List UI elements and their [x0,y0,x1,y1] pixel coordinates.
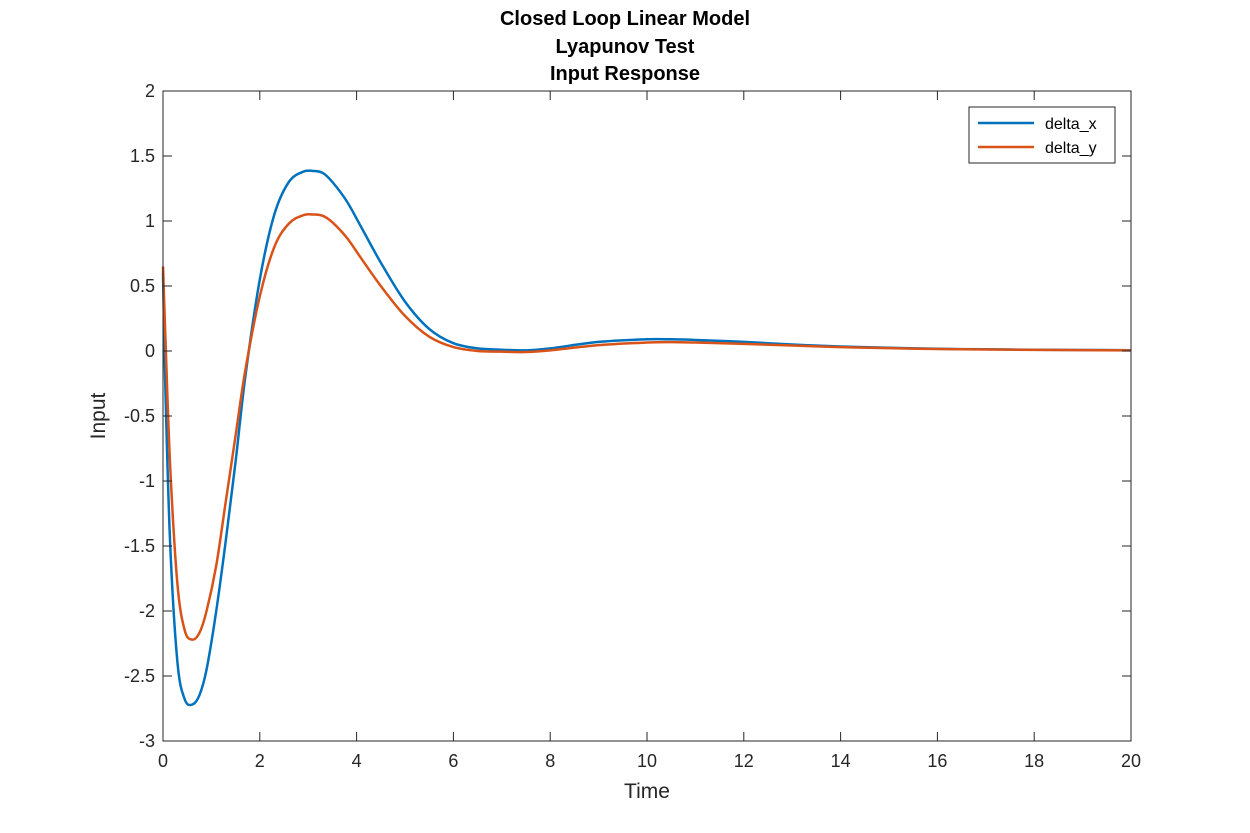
y-tick-label: -1.5 [124,536,155,556]
x-tick-label: 10 [637,751,657,771]
y-axis-label: Input [87,392,110,439]
x-tick-label: 6 [448,751,458,771]
y-tick-label: 1.5 [130,146,155,166]
x-tick-label: 4 [352,751,362,771]
x-tick-label: 2 [255,751,265,771]
legend-entry-label: delta_x [1045,116,1097,133]
series-line-delta-y [161,212,1132,641]
chart-title-line-2: Lyapunov Test [555,36,695,58]
y-tick-label: 1 [145,211,155,231]
y-tick-label: -2.5 [124,666,155,686]
ticks-layer: 0 2 4 6 8 10 12 14 16 18 20-3-2.5-2-1.5-1-0.500.51… [124,81,1141,771]
y-tick-label: -1 [139,471,155,491]
y-tick-label: -3 [139,731,155,751]
y-tick-label: 0 [145,341,155,361]
plot-frame [162,90,1132,742]
x-axis-label: Time [624,780,670,803]
series-layer [161,169,1132,707]
x-tick-label: 8 [545,751,555,771]
x-tick-label: 14 [831,751,851,771]
chart-title-line-1: Closed Loop Linear Model [499,8,750,30]
legend: delta_x delta_y [968,106,1116,164]
y-tick-label: 0.5 [130,276,155,296]
x-tick-label: 20 [1121,751,1141,771]
chart-title-line-3: Input Response [549,63,700,85]
y-tick-label: -2 [139,601,155,621]
y-tick-label: -0.5 [124,406,155,426]
series-line-delta-x [161,169,1132,707]
x-tick-label: 12 [734,751,754,771]
legend-box [968,106,1116,164]
legend-entry-label: delta_y [1045,140,1097,157]
y-tick-label: 2 [145,81,155,101]
x-tick-label: 0 [158,751,168,771]
x-tick-label: 16 [927,751,947,771]
x-tick-label: 18 [1024,751,1044,771]
